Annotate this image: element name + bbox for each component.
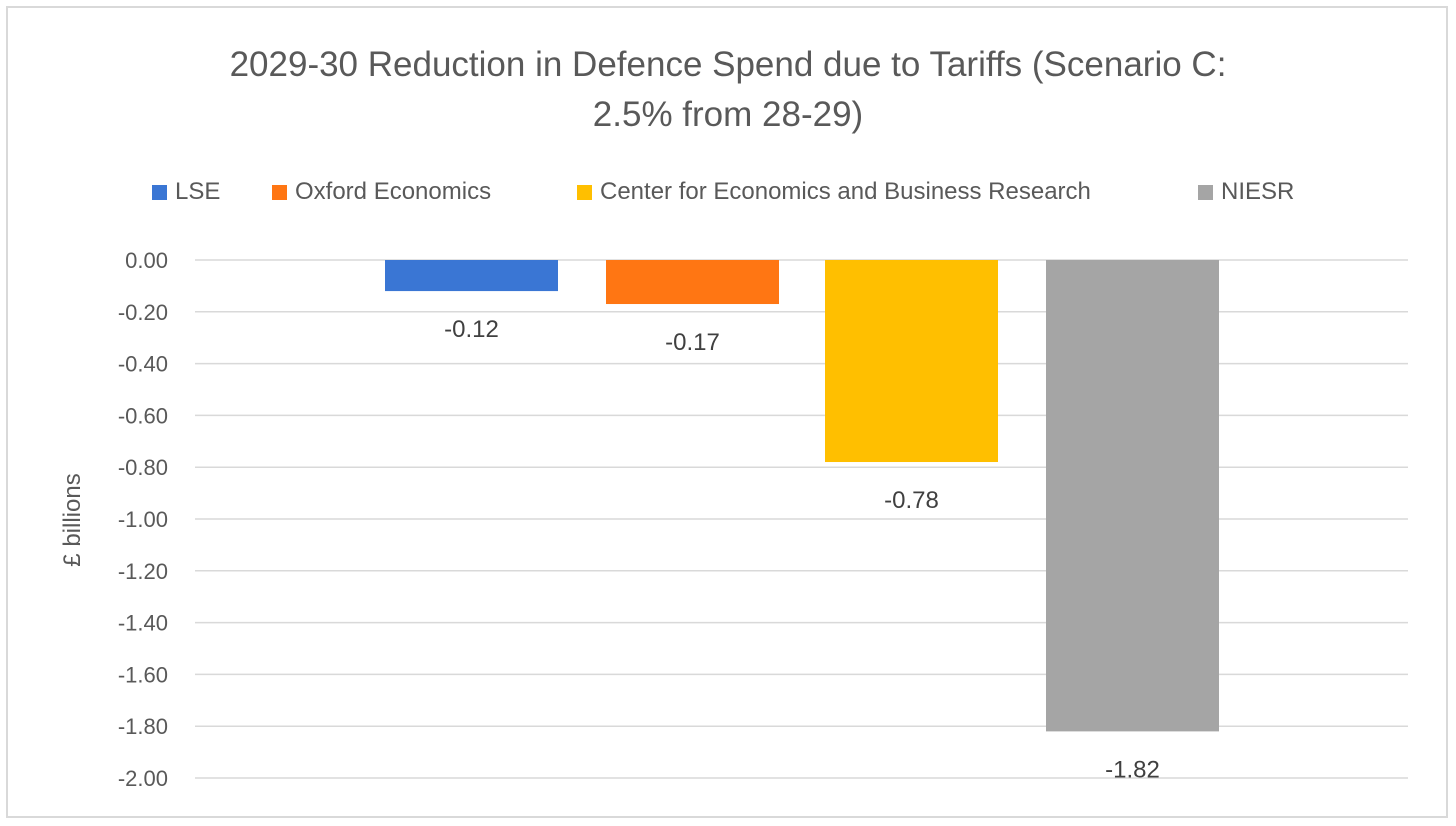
y-tick-label: -1.20 [118,559,168,584]
legend-label-cebr: Center for Economics and Business Resear… [600,178,1091,205]
y-axis-title: £ billions [59,473,86,566]
y-tick-label: -0.20 [118,300,168,325]
legend-item-lse: LSE [152,175,220,209]
chart-legend: LSE Oxford Economics Center for Economic… [0,175,1456,209]
legend-swatch-niesr [1198,184,1213,200]
legend-swatch-oxford-economics [272,184,287,200]
legend-swatch-lse [152,184,167,200]
legend-label-niesr: NIESR [1221,178,1295,205]
chart-title-line-1: 2029-30 Reduction in Defence Spend due t… [229,45,1227,84]
y-tick-label: -0.40 [118,352,168,377]
y-tick-label: -1.80 [118,714,168,739]
legend-swatch-cebr [577,184,592,200]
chart-title: 2029-30 Reduction in Defence Spend due t… [0,40,1456,140]
y-tick-label: -0.80 [118,455,168,480]
y-tick-label: 0.00 [125,248,168,273]
data-label-cebr: -0.78 [884,487,939,514]
bar-oxford-economics [606,260,779,305]
data-label-niesr: -1.82 [1105,756,1160,783]
y-tick-label: -1.40 [118,611,168,636]
data-label-oxford-economics: -0.17 [665,329,720,356]
legend-label-oxford-economics: Oxford Economics [295,178,492,205]
bars [385,260,1219,732]
chart-title-line-2: 2.5% from 28-29) [592,95,864,134]
legend-item-niesr: NIESR [1198,175,1294,209]
bar-cebr [825,260,998,463]
y-tick-label: -2.00 [118,766,168,791]
bar-niesr [1046,260,1219,732]
data-label-lse: -0.12 [444,316,499,343]
legend-item-oxford-economics: Oxford Economics [272,175,491,209]
legend-item-cebr: Center for Economics and Business Resear… [577,175,1091,209]
y-tick-label: -1.00 [118,507,168,532]
legend-label-lse: LSE [175,178,221,205]
y-tick-label: -0.60 [118,403,168,428]
bar-lse [385,260,558,292]
gridlines [195,259,1408,779]
y-tick-label: -1.60 [118,662,168,687]
y-axis-tick-labels: 0.00 -0.20 -0.40 -0.60 -0.80 -1.00 -1.20 -1.40 -… [118,248,168,791]
data-labels: -0.12 -0.17 -0.78 -1.82 [444,316,1160,783]
